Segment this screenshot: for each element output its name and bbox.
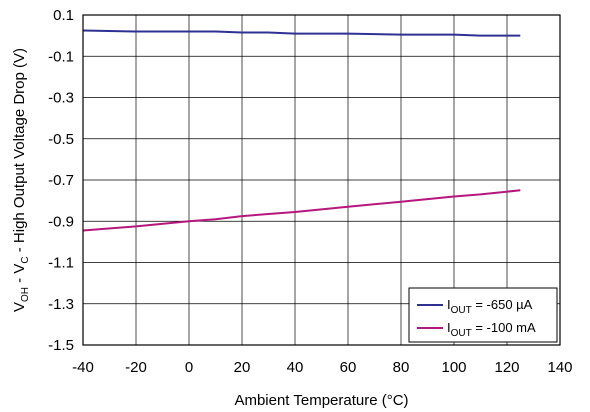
x-tick-label: 0: [185, 359, 193, 376]
y-tick-label: -1.3: [48, 296, 74, 313]
y-tick-label: -1.5: [48, 337, 74, 354]
x-tick-label: 20: [234, 359, 251, 376]
y-tick-label: 0.1: [53, 7, 74, 24]
y-tick-label: -0.1: [48, 48, 74, 65]
x-tick-label: 100: [441, 359, 466, 376]
plot-frame: [82, 14, 561, 346]
legend-label-iout-650ua: IOUT = -650 µA: [447, 297, 533, 316]
legend: IOUT = -650 µA IOUT = -100 mA: [408, 287, 558, 343]
y-axis-title: VOH - VC - High Output Voltage Drop (V): [11, 48, 31, 312]
x-tick-label: -40: [72, 359, 94, 376]
y-axis-title-v1: V: [11, 302, 28, 312]
y-axis-ticks: 0.1 -0.1 -0.3 -0.5 -0.7 -0.9 -1.1 -1.3 -1.5: [48, 7, 74, 354]
legend-label-iout-100ma: IOUT = -100 mA: [447, 320, 536, 339]
y-tick-label: -0.7: [48, 172, 74, 189]
x-tick-label: 140: [547, 359, 572, 376]
x-tick-label: 60: [340, 359, 357, 376]
y-axis-title-sub-oh: OH: [20, 287, 31, 302]
y-tick-label: -0.5: [48, 131, 74, 148]
series-line-iout-650ua: [82, 29, 521, 37]
x-tick-label: -20: [125, 359, 147, 376]
series-lines: [82, 29, 521, 232]
legend-box: [408, 287, 558, 343]
x-tick-label: 40: [287, 359, 304, 376]
x-axis-title: Ambient Temperature (°C): [234, 392, 408, 409]
x-tick-label: 80: [393, 359, 410, 376]
y-tick-label: -0.9: [48, 213, 74, 230]
x-axis-ticks: -40 -20 0 20 40 60 80 100 120 140: [72, 359, 572, 376]
grid: [83, 15, 560, 345]
y-axis-title-mid: - V: [11, 264, 28, 287]
y-axis-title-rest: - High Output Voltage Drop (V): [11, 48, 28, 256]
y-axis-title-sub-c: C: [20, 256, 31, 263]
series-line-iout-100ma: [82, 189, 521, 232]
y-tick-label: -1.1: [48, 255, 74, 272]
y-tick-label: -0.3: [48, 90, 74, 107]
x-tick-label: 120: [494, 359, 519, 376]
